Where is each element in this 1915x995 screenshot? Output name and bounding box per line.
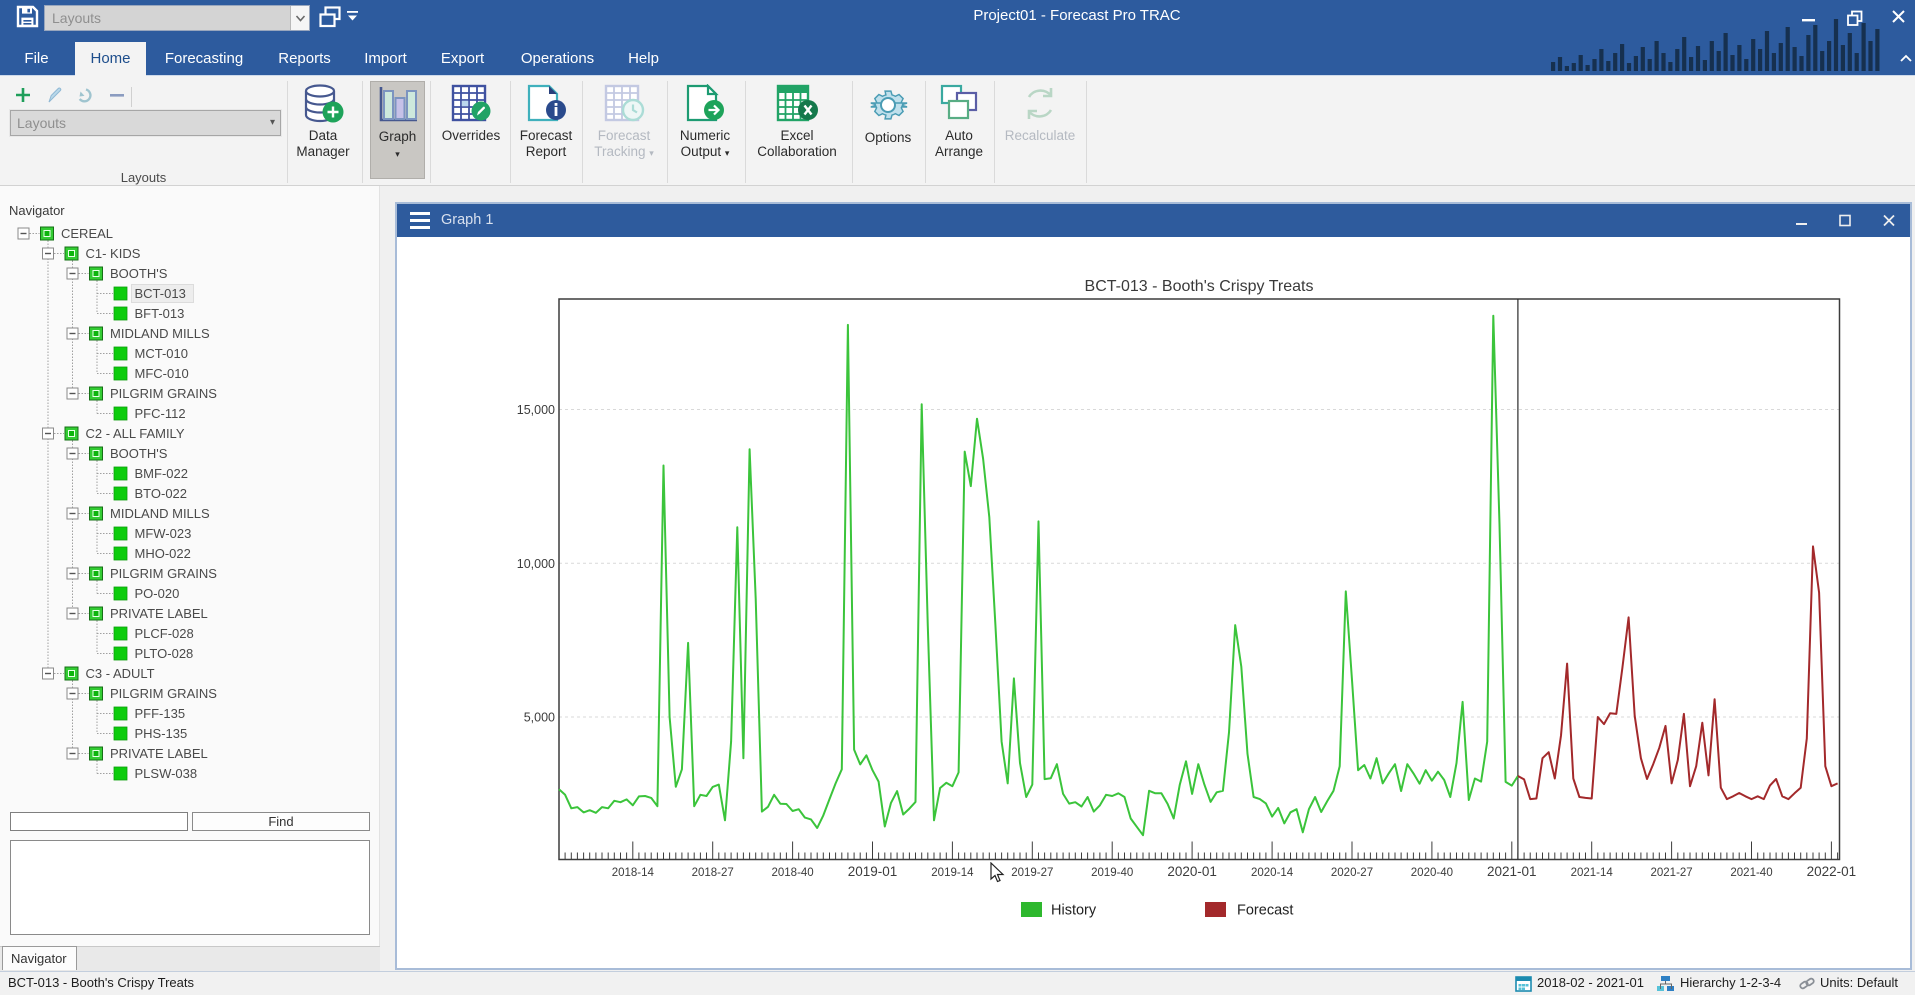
svg-text:BOOTH'S: BOOTH'S <box>110 446 168 461</box>
svg-text:5,000: 5,000 <box>524 711 555 725</box>
svg-text:PRIVATE LABEL: PRIVATE LABEL <box>110 606 208 621</box>
svg-text:BCT-013 - Booth's Crispy Treat: BCT-013 - Booth's Crispy Treats <box>1085 278 1314 295</box>
svg-text:BOOTH'S: BOOTH'S <box>110 266 168 281</box>
svg-text:CEREAL: CEREAL <box>61 226 113 241</box>
svg-text:PHS-135: PHS-135 <box>135 726 188 741</box>
svg-text:2020-01: 2020-01 <box>1167 864 1217 879</box>
svg-text:2018-27: 2018-27 <box>692 867 734 879</box>
svg-text:MHO-022: MHO-022 <box>135 546 191 561</box>
svg-text:2021-40: 2021-40 <box>1730 867 1772 879</box>
svg-text:MIDLAND MILLS: MIDLAND MILLS <box>110 326 210 341</box>
svg-text:2021-01: 2021-01 <box>1487 864 1537 879</box>
svg-text:2018-14: 2018-14 <box>612 867 655 879</box>
svg-text:MFW-023: MFW-023 <box>135 526 192 541</box>
svg-text:C3 - ADULT: C3 - ADULT <box>86 666 155 681</box>
svg-text:PFC-112: PFC-112 <box>135 406 186 421</box>
svg-text:BMF-022: BMF-022 <box>135 466 188 481</box>
svg-text:2021-14: 2021-14 <box>1571 867 1614 879</box>
svg-text:2019-14: 2019-14 <box>931 867 974 879</box>
svg-text:2020-40: 2020-40 <box>1411 867 1453 879</box>
svg-text:2022-01: 2022-01 <box>1807 864 1857 879</box>
svg-text:PFF-135: PFF-135 <box>135 706 186 721</box>
svg-text:2018-40: 2018-40 <box>771 867 813 879</box>
svg-text:2020-27: 2020-27 <box>1331 867 1373 879</box>
svg-text:2019-27: 2019-27 <box>1011 867 1053 879</box>
svg-text:MIDLAND MILLS: MIDLAND MILLS <box>110 506 210 521</box>
svg-text:C2 - ALL FAMILY: C2 - ALL FAMILY <box>86 426 185 441</box>
svg-text:2020-14: 2020-14 <box>1251 867 1294 879</box>
svg-text:MCT-010: MCT-010 <box>135 346 188 361</box>
svg-text:PLCF-028: PLCF-028 <box>135 626 194 641</box>
svg-text:C1- KIDS: C1- KIDS <box>86 246 141 261</box>
svg-text:PILGRIM GRAINS: PILGRIM GRAINS <box>110 386 217 401</box>
svg-text:10,000: 10,000 <box>517 557 555 571</box>
svg-text:PLTO-028: PLTO-028 <box>135 646 194 661</box>
svg-text:BFT-013: BFT-013 <box>135 306 185 321</box>
svg-text:2019-01: 2019-01 <box>848 864 898 879</box>
svg-text:BCT-013: BCT-013 <box>135 286 186 301</box>
svg-text:PLSW-038: PLSW-038 <box>135 766 198 781</box>
svg-text:BTO-022: BTO-022 <box>135 486 188 501</box>
svg-text:PO-020: PO-020 <box>135 586 180 601</box>
svg-text:Forecast: Forecast <box>1237 903 1293 919</box>
svg-text:2021-27: 2021-27 <box>1650 867 1692 879</box>
svg-text:15,000: 15,000 <box>517 403 555 417</box>
svg-text:MFC-010: MFC-010 <box>135 366 189 381</box>
svg-text:2019-40: 2019-40 <box>1091 867 1133 879</box>
svg-text:PILGRIM GRAINS: PILGRIM GRAINS <box>110 566 217 581</box>
svg-text:PRIVATE LABEL: PRIVATE LABEL <box>110 746 208 761</box>
svg-text:PILGRIM GRAINS: PILGRIM GRAINS <box>110 686 217 701</box>
svg-text:History: History <box>1051 903 1097 919</box>
